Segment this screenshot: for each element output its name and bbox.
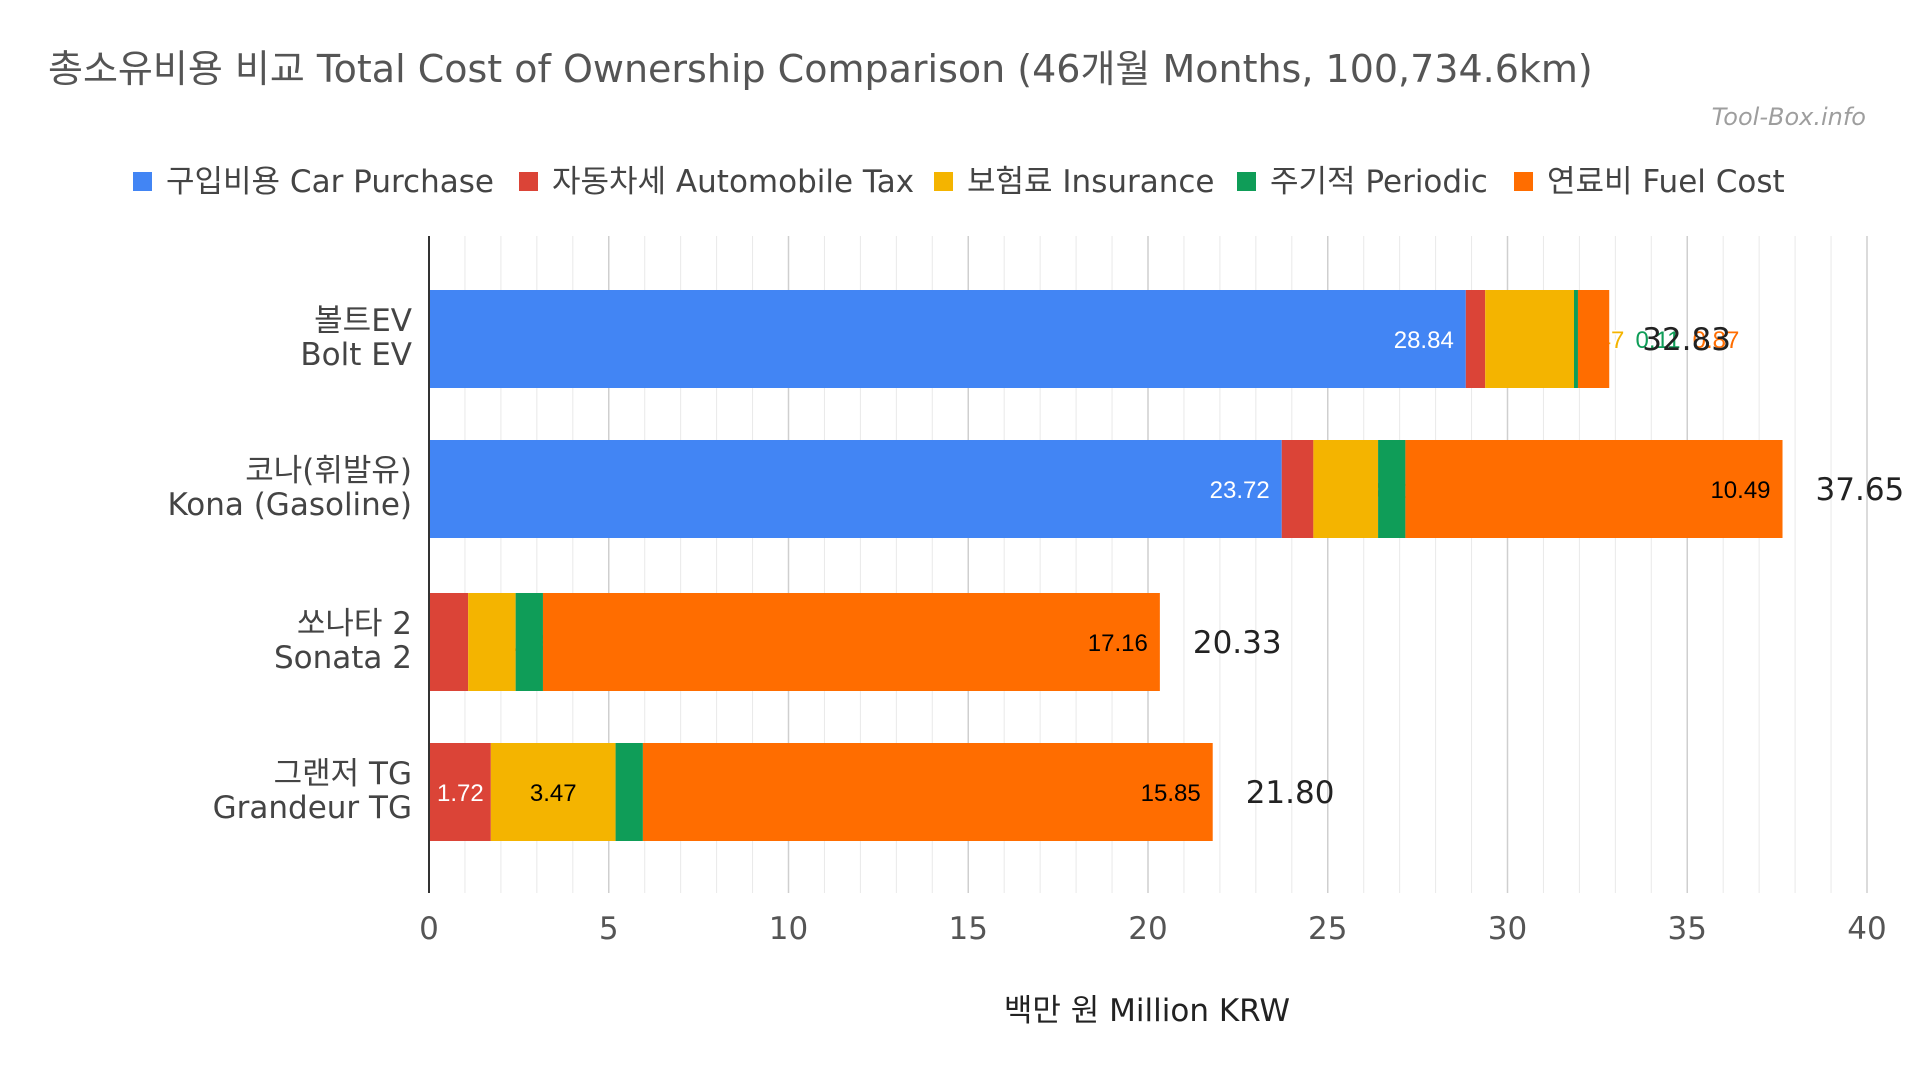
bar-segment — [429, 743, 491, 841]
segment-label: 1.72 — [437, 780, 484, 807]
legend-label: 자동차세 Automobile Tax — [552, 164, 914, 200]
legend-swatch — [1237, 172, 1256, 191]
x-tick-label: 5 — [599, 911, 619, 947]
bars: 28.8423.720.540.881.091.722.471.801.323.… — [429, 290, 1904, 841]
segment-label: 17.16 — [1088, 630, 1148, 657]
legend-swatch — [519, 172, 538, 191]
bar-segment — [429, 593, 469, 691]
bar-segment — [615, 743, 643, 841]
category-label: 코나(휘발유) — [245, 453, 412, 489]
x-tick-label: 10 — [769, 911, 808, 947]
category-label: Sonata 2 — [274, 640, 412, 676]
x-tick-label: 0 — [419, 911, 439, 947]
segment-label: 3.47 — [530, 780, 577, 807]
x-tick-label: 35 — [1668, 911, 1707, 947]
category-label: 쏘나타 2 — [297, 606, 412, 642]
segment-label: 0.11 — [1636, 327, 1681, 354]
bar-segment — [429, 440, 1282, 538]
total-label: 32.83 — [1642, 322, 1731, 358]
total-label: 20.33 — [1193, 625, 1282, 661]
legend-swatch — [934, 172, 953, 191]
x-axis-title: 백만 원 Million KRW — [1004, 993, 1290, 1029]
category-label: Grandeur TG — [213, 790, 412, 826]
bar-segment — [1465, 290, 1486, 388]
x-tick-label: 30 — [1488, 911, 1527, 947]
category-label: Kona (Gasoline) — [167, 487, 412, 523]
segment-label: 0.87 — [1693, 327, 1740, 354]
x-tick-label: 25 — [1308, 911, 1347, 947]
watermark: Tool-Box.info — [1712, 103, 1866, 131]
bar-segment — [1485, 290, 1575, 388]
bar-segment — [542, 593, 1160, 691]
bar-segment — [468, 593, 516, 691]
bar-segment — [1313, 440, 1379, 538]
segment-label: 23.72 — [1210, 477, 1270, 504]
bar-segment — [1405, 440, 1783, 538]
bar-segment — [515, 593, 543, 691]
legend-swatch — [1514, 172, 1533, 191]
segment-label: 15.85 — [1141, 780, 1201, 807]
legend-label: 보험료 Insurance — [967, 164, 1215, 200]
bar-segment — [490, 743, 616, 841]
tick-labels: 0 5 10 15 20 25 30 35 40 — [419, 911, 1887, 947]
category-label: 볼트EV — [314, 303, 412, 339]
category-label: Bolt EV — [300, 337, 412, 373]
category-label: 그랜저 TG — [274, 756, 412, 792]
bar-segment — [1574, 290, 1578, 388]
legend-swatch — [133, 172, 152, 191]
legend-label: 연료비 Fuel Cost — [1547, 164, 1785, 200]
x-tick-label: 40 — [1847, 911, 1886, 947]
segment-label: 28.84 — [1394, 327, 1454, 354]
legend-label: 주기적 Periodic — [1270, 164, 1488, 200]
legend-label: 구입비용 Car Purchase — [166, 164, 494, 200]
bar-segment — [1281, 440, 1314, 538]
bar-segment — [642, 743, 1213, 841]
x-tick-label: 15 — [949, 911, 988, 947]
chart-title: 총소유비용 비교 Total Cost of Ownership Compari… — [48, 47, 1593, 91]
bar-segment — [1577, 290, 1610, 388]
total-label: 21.80 — [1246, 775, 1335, 811]
segment-label: 10.49 — [1710, 477, 1770, 504]
bar-segment — [1378, 440, 1406, 538]
bar-segment — [429, 290, 1466, 388]
total-label: 37.65 — [1816, 472, 1905, 508]
x-tick-label: 20 — [1128, 911, 1167, 947]
legend: 구입비용 Car Purchase 자동차세 Automobile Tax 보험료 … — [133, 164, 1785, 200]
